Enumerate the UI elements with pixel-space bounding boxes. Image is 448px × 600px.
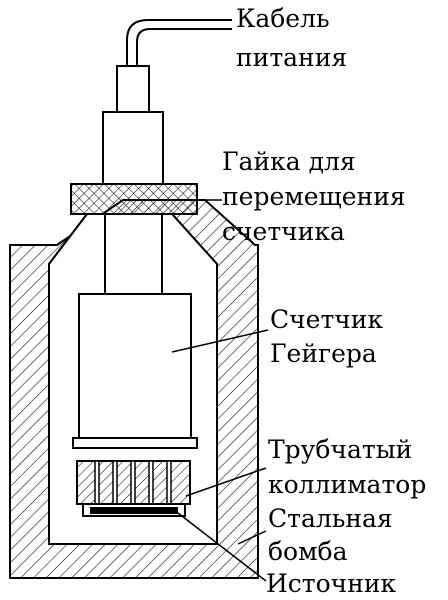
power-cable-inner — [136, 28, 232, 66]
label-cable-line1: Кабель — [236, 4, 330, 33]
label-nut-line2: перемещения — [222, 182, 406, 211]
label-collimator-line2: коллиматор — [268, 470, 426, 499]
geiger-counter-body — [78, 293, 192, 439]
power-cable — [126, 19, 232, 66]
label-source: Источник — [266, 569, 397, 598]
radioactive-source — [90, 507, 178, 514]
label-counter-line1: Счетчик — [270, 305, 383, 334]
collimator-channel — [94, 460, 100, 505]
counter-stem — [104, 213, 163, 295]
leader-bomb — [237, 530, 267, 545]
collimator-channel — [130, 460, 136, 505]
leader-source — [177, 512, 267, 582]
label-nut-line3: счетчика — [222, 217, 345, 246]
leader-collimator — [185, 467, 267, 497]
collimator-channel — [112, 460, 118, 505]
adjustment-nut — [70, 183, 198, 215]
collimator-channel — [166, 460, 172, 505]
label-counter-line2: Гейгера — [270, 339, 377, 368]
collimator-channel — [148, 460, 154, 505]
cable-connector — [116, 65, 150, 113]
label-cable-line2: питания — [236, 43, 347, 72]
label-bomb-line1: Стальная — [268, 504, 393, 533]
label-nut-line1: Гайка для — [222, 147, 356, 176]
label-bomb-line2: бомба — [268, 537, 348, 566]
counter-holder — [102, 111, 164, 185]
label-collimator-line1: Трубчатый — [268, 435, 412, 464]
leader-counter — [171, 329, 269, 353]
geiger-counter-window — [72, 437, 198, 449]
